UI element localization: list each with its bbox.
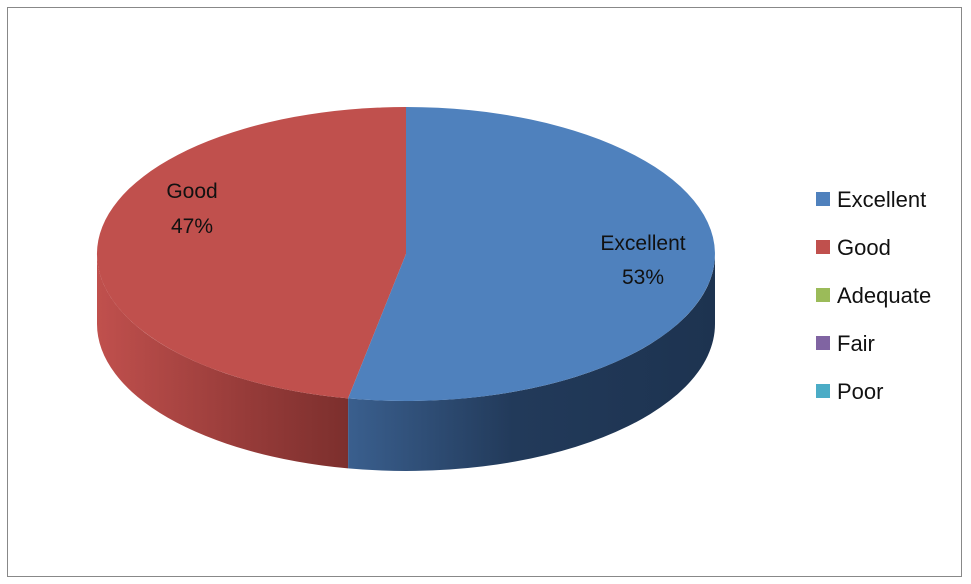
pie-tops — [96, 106, 715, 401]
legend-swatch-good — [816, 240, 830, 254]
data-label-good-value: 47% — [171, 215, 213, 238]
legend-label-poor: Poor — [837, 379, 883, 404]
legend-swatch-excellent — [816, 192, 830, 206]
legend-swatch-poor — [816, 384, 830, 398]
legend-swatch-adequate — [816, 288, 830, 302]
pie-side-good — [97, 254, 349, 469]
pie-sides — [97, 254, 715, 472]
legend-label-excellent: Excellent — [837, 187, 926, 212]
pie-slice-excellent[interactable] — [348, 107, 715, 401]
legend-label-adequate: Adequate — [837, 283, 931, 308]
data-label-excellent-value: 53% — [622, 266, 664, 289]
legend-label-good: Good — [837, 235, 891, 260]
legend: Excellent Good Adequate Fair Poor — [816, 187, 931, 404]
legend-label-fair: Fair — [837, 331, 875, 356]
legend-swatch-fair — [816, 336, 830, 350]
data-label-excellent-name: Excellent — [600, 232, 685, 255]
data-labels: Good 47% Excellent 53% — [166, 180, 685, 289]
pie-slice-good[interactable] — [96, 106, 406, 399]
pie-side-excellent — [348, 254, 715, 472]
data-label-good-name: Good — [166, 180, 217, 203]
